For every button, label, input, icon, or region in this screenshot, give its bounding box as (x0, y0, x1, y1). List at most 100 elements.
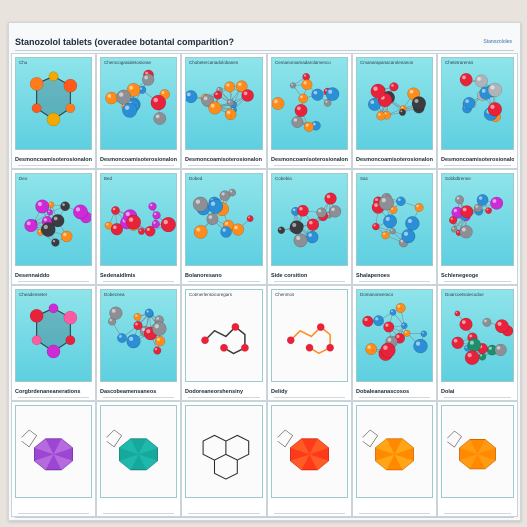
caption-underline (103, 397, 174, 398)
atom-sphere (133, 313, 142, 321)
atom-highlight (226, 83, 230, 87)
caption-underline (444, 397, 511, 398)
atom-sphere (35, 199, 50, 214)
panel-tag: Chobetercanadolobanes (189, 60, 239, 65)
atom-highlight (129, 85, 134, 90)
molecule-card: Cotmerlentoicoregars Dodoreaneorshensiny (181, 285, 267, 401)
atom-sphere (298, 93, 308, 104)
molecule-card: Dobed Bolanoresano (181, 169, 267, 285)
molecule-drawing (201, 323, 249, 355)
molecule-drawing (186, 80, 254, 121)
molecule-drawing (447, 430, 496, 470)
atom-highlight (400, 110, 403, 113)
atom-highlight (450, 217, 453, 220)
atom-highlight (119, 92, 124, 97)
atom-highlight (409, 89, 414, 94)
atom-sphere (478, 352, 487, 361)
atom-highlight (364, 317, 368, 322)
molecule-panel: Chu (15, 57, 92, 150)
molecule-drawing (105, 69, 170, 125)
atom-sphere (155, 336, 166, 347)
atom-highlight (154, 324, 159, 329)
molecule-card: Chenmos Delidy (267, 285, 352, 401)
molecule-caption: Delidy (271, 389, 288, 395)
atom-highlight (415, 341, 421, 346)
atom-highlight (479, 354, 483, 357)
atom-sphere (40, 222, 56, 237)
caption-underline (274, 397, 345, 398)
atom-highlight (53, 216, 58, 221)
atom-sphere (220, 226, 232, 238)
atom-highlight (497, 321, 502, 326)
molecule-drawing (277, 429, 329, 471)
caption-underline (103, 281, 174, 282)
atom-highlight (135, 314, 138, 317)
atom-highlight (155, 114, 160, 119)
atom-sphere (494, 343, 507, 357)
panel-tag: Domanoneeraco (360, 292, 394, 297)
molecule-caption: Desmoncoamisoterosionalon (15, 157, 92, 163)
page-title: Stanozolol tablets (overadee botantal co… (15, 37, 235, 47)
atom-highlight (293, 118, 298, 122)
caption-underline (103, 513, 174, 514)
caption-underline (444, 281, 511, 282)
atom-highlight (217, 88, 220, 90)
molecule-panel: Bed (100, 173, 177, 266)
atom-sphere (467, 338, 481, 352)
atom-sphere (126, 334, 141, 349)
atom-highlight (52, 239, 56, 243)
atom-sphere (213, 90, 223, 100)
atom-sphere (73, 204, 88, 220)
atom-highlight (141, 327, 146, 332)
atom-highlight (385, 323, 389, 327)
skeletal-sketch (21, 429, 38, 448)
atom-sphere (329, 205, 342, 218)
molecule-panel: Dobecnea (100, 289, 177, 382)
atom-highlight (107, 94, 112, 98)
atom-sphere (326, 343, 334, 352)
molecule-panel: Cotmerlentoicoregars (185, 289, 263, 382)
atom-sphere (487, 102, 502, 117)
molecule-card: Doarcoetsoiecodoe Dolai (437, 285, 518, 401)
molecule-drawing (108, 306, 167, 355)
atom-highlight (328, 89, 333, 94)
atom-sphere (370, 83, 386, 99)
molecule-caption: Dobaleananascosos (356, 389, 410, 395)
atom-highlight (403, 231, 409, 236)
atom-sphere (111, 206, 120, 215)
molecule-card (181, 401, 267, 517)
molecule-panel: Domanoneeraco (356, 289, 433, 382)
atom-highlight (383, 345, 388, 350)
atom-sphere (323, 99, 332, 107)
polyhedron-facet (394, 438, 414, 455)
atom-highlight (461, 227, 466, 232)
molecule-drawing (202, 434, 250, 480)
atom-sphere (455, 195, 465, 205)
atom-sphere (420, 330, 428, 338)
atom-sphere (287, 336, 295, 344)
atom-sphere (464, 350, 480, 365)
polyhedron-facet (309, 454, 329, 470)
atom-sphere (301, 79, 313, 91)
atom-sphere (317, 323, 325, 331)
atom-highlight (229, 190, 233, 193)
atom-highlight (63, 232, 67, 237)
atom-highlight (38, 230, 41, 233)
atom-sphere (396, 196, 406, 207)
polyhedron-facet (290, 438, 310, 455)
polyhedron-facet (138, 438, 158, 455)
atom-sphere (208, 101, 222, 115)
atom-highlight (224, 221, 229, 226)
atom-highlight (396, 334, 400, 338)
panel-tag: Chenmos (275, 292, 295, 297)
atom-sphere (105, 91, 118, 105)
atom-highlight (312, 122, 316, 126)
atom-highlight (492, 199, 497, 203)
molecule-drawing (192, 188, 254, 239)
molecule-panel (15, 405, 92, 498)
atom-highlight (195, 199, 201, 204)
atom-highlight (401, 106, 403, 109)
atom-highlight (387, 338, 392, 342)
atom-highlight (378, 113, 381, 116)
atom-highlight (374, 203, 378, 207)
